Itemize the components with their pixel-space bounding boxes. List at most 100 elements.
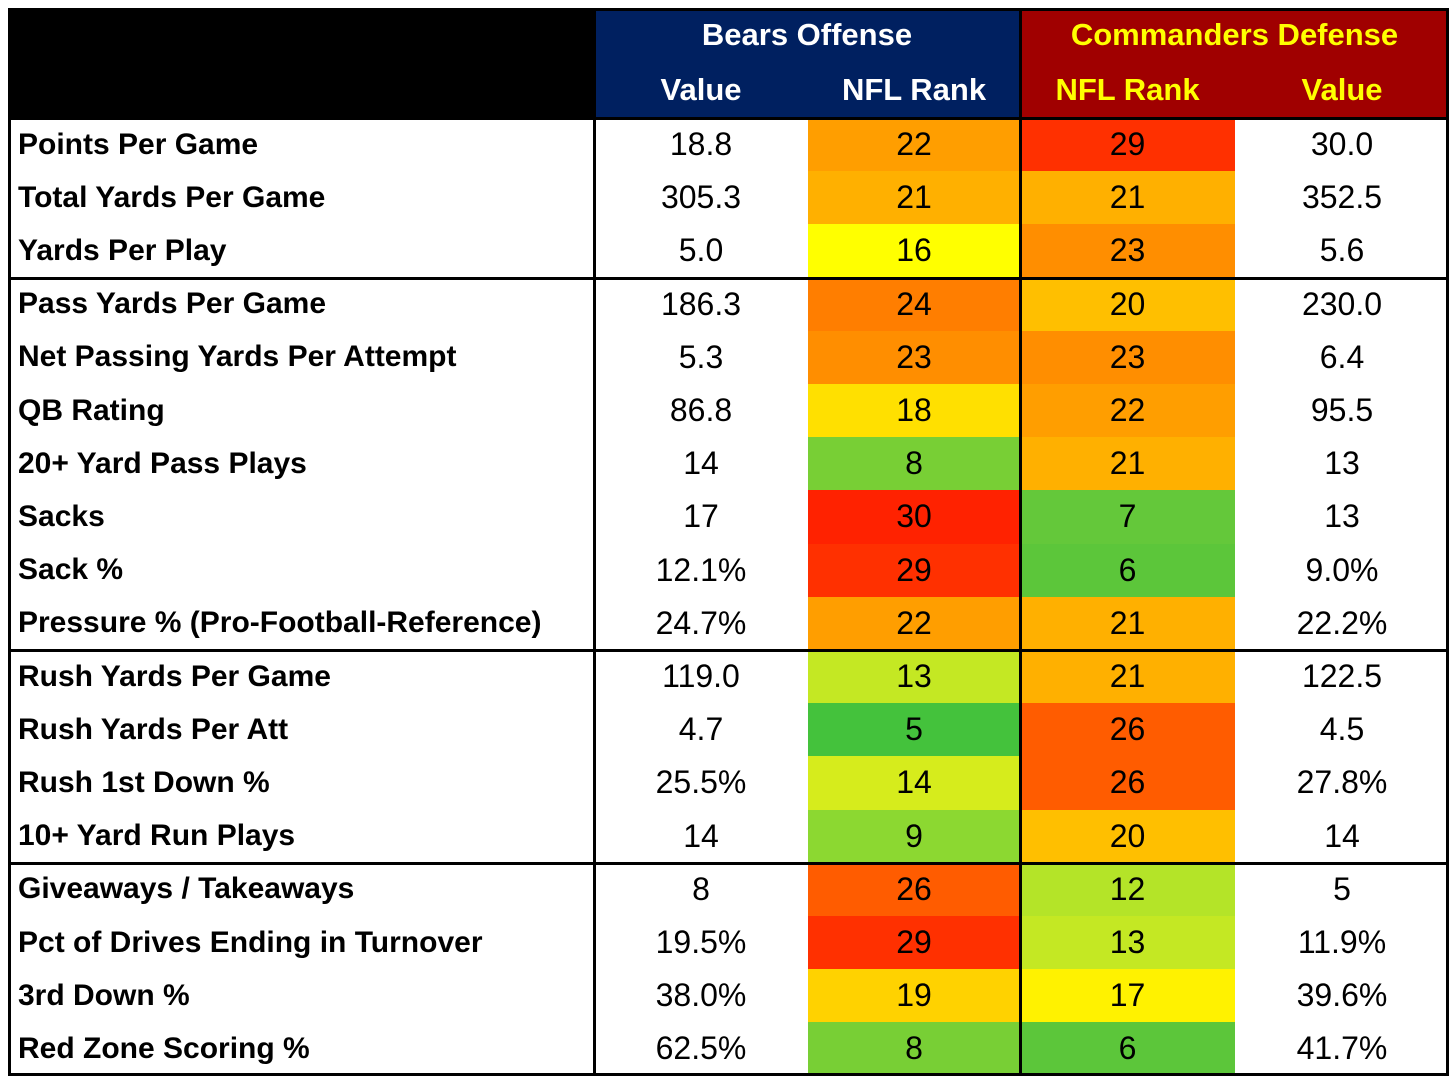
metric-label: QB Rating (18, 393, 165, 427)
metric-label: Sacks (18, 499, 105, 533)
table-border-bottom (8, 1073, 1449, 1076)
commanders-value-cell: 230.0 (1301, 285, 1383, 322)
bears-value-cell: 8 (692, 870, 710, 907)
bears-rank-cell: 8 (808, 1022, 1020, 1076)
commanders-rank-cell: 17 (1020, 969, 1235, 1023)
commanders-rank-cell: 6 (1020, 543, 1235, 597)
metric-label: Net Passing Yards Per Attempt (18, 340, 457, 374)
metric-label: Rush 1st Down % (18, 765, 270, 799)
commanders-rank-cell: 26 (1020, 756, 1235, 810)
commanders-value-header: Value (1301, 72, 1383, 107)
bears-rank-cell: 16 (808, 224, 1020, 278)
header-divider (8, 117, 1449, 120)
bears-value-header: Value (660, 72, 742, 107)
bears-value-cell: 62.5% (655, 1030, 747, 1067)
bears-offense-header: Bears Offense (701, 17, 913, 52)
commanders-value-cell: 352.5 (1301, 179, 1383, 216)
column-divider (593, 8, 596, 1076)
commanders-rank-cell: 29 (1020, 118, 1235, 172)
bears-value-cell: 86.8 (669, 392, 733, 429)
commanders-rank-cell: 20 (1020, 809, 1235, 863)
commanders-rank-cell: 6 (1020, 1022, 1235, 1076)
commanders-rank-cell: 13 (1020, 916, 1235, 970)
commanders-rank-header: NFL Rank (1055, 72, 1200, 107)
commanders-defense-header: Commanders Defense (1070, 17, 1399, 52)
commanders-rank-cell: 21 (1020, 171, 1235, 225)
commanders-value-cell: 5.6 (1319, 232, 1365, 269)
commanders-value-cell: 6.4 (1319, 338, 1365, 375)
bears-value-cell: 25.5% (655, 764, 747, 801)
group-divider (1019, 8, 1022, 1076)
commanders-value-cell: 9.0% (1305, 551, 1379, 588)
commanders-value-cell: 14 (1324, 817, 1360, 854)
commanders-value-cell: 11.9% (1297, 924, 1387, 961)
header-corner (8, 8, 594, 118)
metric-label: Total Yards Per Game (18, 180, 326, 214)
bears-rank-cell: 14 (808, 756, 1020, 810)
commanders-rank-cell: 23 (1020, 330, 1235, 384)
bears-value-cell: 119.0 (662, 658, 740, 695)
commanders-rank-cell: 23 (1020, 224, 1235, 278)
bears-rank-cell: 19 (808, 969, 1020, 1023)
commanders-rank-cell: 7 (1020, 490, 1235, 544)
commanders-header-bg (1020, 8, 1449, 118)
bears-value-cell: 305.3 (660, 179, 742, 216)
bears-value-cell: 14 (683, 445, 719, 482)
commanders-rank-cell: 22 (1020, 384, 1235, 438)
bears-value-cell: 5.3 (678, 338, 724, 375)
commanders-rank-cell: 26 (1020, 703, 1235, 757)
bears-rank-cell: 5 (808, 703, 1020, 757)
bears-value-cell: 4.7 (678, 711, 724, 748)
commanders-value-cell: 5 (1333, 870, 1351, 907)
commanders-value-cell: 95.5 (1310, 392, 1374, 429)
section-divider (8, 649, 1449, 652)
metric-label: 20+ Yard Pass Plays (18, 446, 307, 480)
commanders-rank-cell: 20 (1020, 277, 1235, 331)
metric-label: Rush Yards Per Game (18, 659, 331, 693)
bears-rank-cell: 29 (808, 543, 1020, 597)
bears-rank-cell: 18 (808, 384, 1020, 438)
table-border-right (1446, 8, 1449, 1076)
bears-value-cell: 24.7% (655, 604, 747, 641)
metric-label: Pass Yards Per Game (18, 287, 326, 321)
bears-rank-cell: 8 (808, 437, 1020, 491)
bears-value-cell: 19.5% (655, 924, 747, 961)
bears-value-cell: 18.8 (669, 126, 733, 163)
metric-label: 10+ Yard Run Plays (18, 819, 296, 853)
commanders-value-cell: 122.5 (1301, 658, 1383, 695)
metric-label: Pct of Drives Ending in Turnover (18, 925, 483, 959)
section-divider (8, 277, 1449, 280)
bears-rank-cell: 22 (808, 596, 1020, 650)
commanders-rank-cell: 12 (1020, 862, 1235, 916)
section-divider (8, 862, 1449, 865)
metric-label: Pressure % (Pro-Football-Reference) (18, 606, 542, 640)
bears-rank-header: NFL Rank (841, 72, 987, 107)
commanders-rank-cell: 21 (1020, 437, 1235, 491)
bears-rank-cell: 29 (808, 916, 1020, 970)
metric-label: Rush Yards Per Att (18, 712, 289, 746)
bears-value-cell: 12.1% (655, 551, 747, 588)
bears-header-bg (594, 8, 1020, 118)
bears-value-cell: 38.0% (655, 977, 747, 1014)
table-border-left (8, 8, 11, 1076)
commanders-value-cell: 13 (1324, 445, 1360, 482)
metric-label: Yards Per Play (18, 233, 227, 267)
bears-rank-cell: 23 (808, 330, 1020, 384)
bears-rank-cell: 13 (808, 650, 1020, 704)
bears-rank-cell: 30 (808, 490, 1020, 544)
bears-rank-cell: 22 (808, 118, 1020, 172)
metric-label: Sack % (18, 553, 124, 587)
bears-value-cell: 17 (683, 498, 719, 535)
bears-value-cell: 14 (683, 817, 719, 854)
commanders-value-cell: 22.2% (1296, 604, 1388, 641)
commanders-rank-cell: 21 (1020, 596, 1235, 650)
commanders-value-cell: 13 (1324, 498, 1360, 535)
commanders-value-cell: 39.6% (1296, 977, 1388, 1014)
bears-value-cell: 186.3 (660, 285, 742, 322)
metric-label: Points Per Game (18, 127, 259, 161)
metric-label: 3rd Down % (18, 978, 190, 1012)
commanders-value-cell: 4.5 (1319, 711, 1365, 748)
metric-label: Red Zone Scoring % (18, 1031, 310, 1065)
bears-rank-cell: 26 (808, 862, 1020, 916)
